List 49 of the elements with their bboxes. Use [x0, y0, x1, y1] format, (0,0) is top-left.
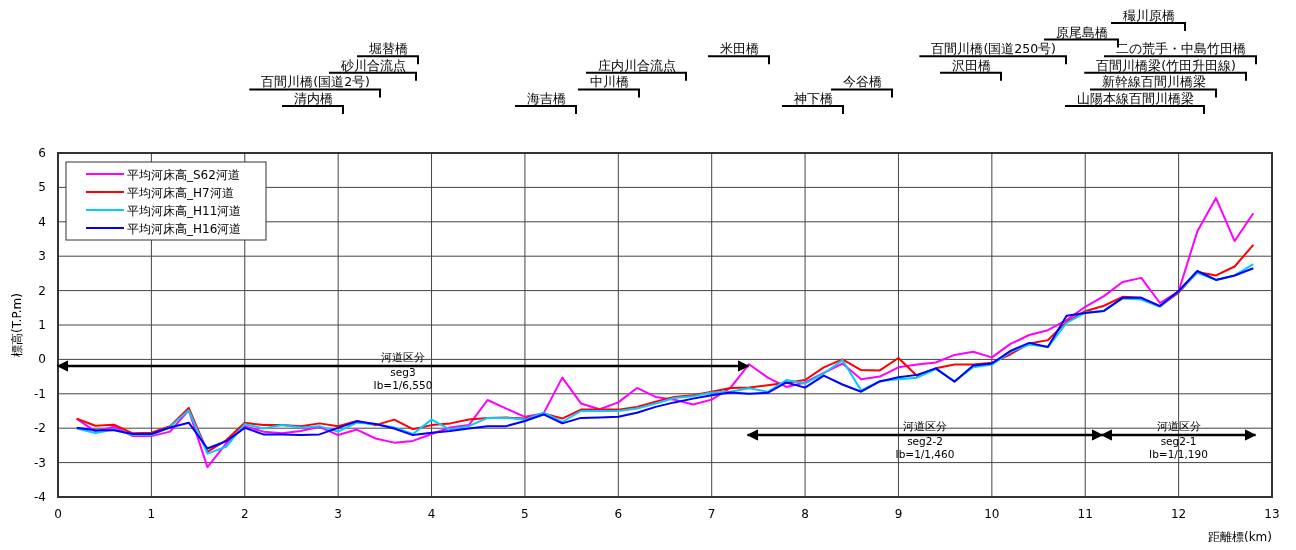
text: 今谷橋: [843, 74, 882, 90]
text: 沢田橋: [952, 57, 991, 73]
y-tick-label: 6: [38, 146, 46, 160]
y-tick-label: 5: [38, 180, 46, 195]
x-tick-label: 5: [521, 507, 529, 521]
text: 原尾島橋: [1056, 24, 1108, 40]
text: 二の荒手・中島竹田橋: [1116, 41, 1246, 57]
y-tick-label: 3: [38, 249, 46, 264]
y-tick-label: 1: [38, 318, 46, 332]
text: 堀替橋: [368, 41, 408, 57]
text: 穝川原橋: [1123, 8, 1175, 23]
text: 清内橋: [294, 91, 333, 106]
text: 海吉橋: [527, 91, 566, 106]
x-tick-label: 7: [707, 507, 716, 521]
y-tick-label: -2: [34, 421, 46, 436]
y-tick-label: 4: [38, 214, 46, 229]
x-tick-label: 12: [1170, 507, 1187, 521]
text: 砂川合流点: [340, 57, 406, 73]
x-tick-label: 4: [427, 507, 436, 521]
x-tick-label: 13: [1264, 507, 1280, 521]
text: 百間川橋(国道250号): [931, 41, 1056, 57]
y-tick-label: -3: [34, 455, 46, 470]
y-tick-label: 2: [38, 283, 46, 298]
text: 新幹線百間川橋梁: [1102, 74, 1206, 90]
x-axis-title: 距離標(km): [1207, 530, 1272, 544]
legend-label: 平均河床高_S62河道: [127, 167, 240, 182]
y-tick-label: -1: [34, 386, 46, 401]
text: 中川橋: [590, 74, 629, 90]
x-tick-label: 2: [240, 507, 249, 521]
x-tick-label: 9: [894, 507, 903, 521]
text: 神下橋: [794, 91, 833, 106]
text: 米田橋: [720, 41, 759, 57]
x-tick-label: 1: [147, 507, 156, 521]
x-tick-label: 10: [984, 507, 1000, 521]
legend-label: 平均河床高_H11河道: [127, 203, 242, 218]
text: 山陽本線百間川橋梁: [1077, 91, 1194, 106]
y-tick-label: -4: [34, 490, 46, 504]
text: 庄内川合流点: [598, 57, 676, 73]
text: 百間川橋梁(竹田升田線): [1096, 57, 1236, 73]
x-tick-label: 8: [801, 507, 809, 521]
x-tick-label: 11: [1077, 507, 1093, 521]
legend-label: 平均河床高_H16河道: [127, 221, 242, 236]
text: 百間川橋(国道2号): [261, 74, 370, 90]
legend-label: 平均河床高_H7河道: [127, 185, 234, 200]
x-tick-label: 0: [54, 507, 62, 521]
x-tick-label: 6: [614, 507, 623, 521]
x-tick-label: 3: [334, 507, 342, 521]
y-tick-label: 0: [38, 352, 46, 367]
y-axis-title: 標高(T.P.m): [10, 293, 24, 357]
